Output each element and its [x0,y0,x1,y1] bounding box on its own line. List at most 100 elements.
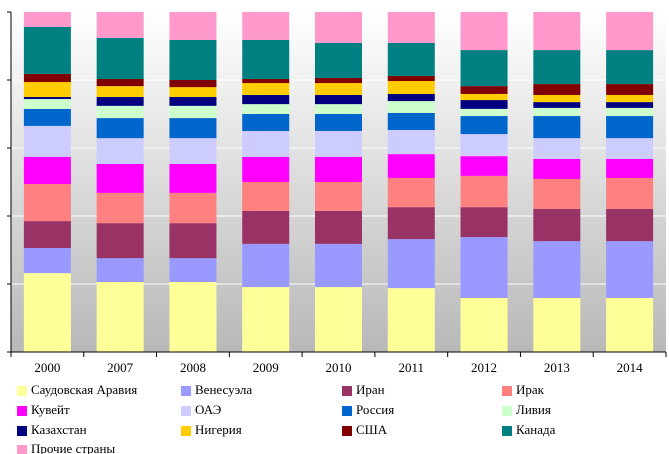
bar-segment [533,94,581,103]
bar-segment [387,177,435,208]
bar-segment [242,78,290,84]
bar-segment [315,131,362,157]
bar-segment [606,107,654,117]
bar-segment [606,102,654,108]
x-tick-label: 2009 [253,360,279,375]
bar-segment [96,192,144,224]
bar-segment [387,101,435,113]
bar-segment [23,97,71,100]
bar-segment [315,182,362,211]
bar-segment [169,39,217,80]
x-tick-label: 2010 [326,360,352,375]
bar-segment [460,297,508,352]
bar-segment [169,12,217,40]
legend-label: ОАЭ [195,402,222,417]
bar-segment [533,50,581,85]
bar-segment [96,97,144,106]
bar-segment [533,116,581,139]
bar-segment [169,80,217,88]
bar-segment [460,237,508,298]
bar-segment [533,138,581,159]
bar-segment [315,77,362,84]
bar-segment [315,210,362,244]
bar-segment [606,138,654,159]
bar-segment [387,12,435,43]
bar-segment [387,42,435,76]
bar-segment [96,37,144,79]
bar-segment [460,134,508,157]
bar-segment [533,208,581,242]
legend-label: Ирак [516,382,545,397]
bar-segment [23,273,71,352]
bar-segment [169,223,217,259]
bar-segment [315,287,362,352]
legend-swatch [17,386,27,396]
bar-segment [23,108,71,126]
legend-swatch [342,386,352,396]
bar-segment [96,12,144,38]
bar-segment [242,287,290,352]
bar-segment [23,73,71,83]
legend-label: Россия [356,402,394,417]
bar-segment [169,192,217,224]
bar-segment [96,118,144,139]
bar-segment [23,156,71,185]
legend-label: Казахстан [31,422,87,437]
bar-segment [315,104,362,114]
bar-segment [387,75,435,82]
bar-segment [315,12,362,43]
legend-label: Ливия [516,402,551,417]
legend-swatch [17,426,27,436]
bar-segment [96,86,144,97]
bar-segment [606,241,654,298]
bar-segment [23,184,71,222]
bar-segment [23,26,71,74]
bar-segment [387,154,435,178]
bar-segment [460,93,508,101]
legend-swatch [342,406,352,416]
bar-segment [606,158,654,178]
bar-segment [242,104,290,114]
bar-segment [242,243,290,288]
bar-segment [96,163,144,193]
bar-segment [315,94,362,105]
bar-segment [23,82,71,97]
bar-segment [606,297,654,352]
legend-label: Саудовская Аравия [31,382,137,397]
x-tick-label: 2013 [544,360,570,375]
legend-swatch [502,406,512,416]
legend-swatch [17,445,27,454]
bar-segment [533,107,581,117]
bar-segment [169,281,217,352]
bar-segment [606,50,654,85]
bar-segment [606,116,654,139]
bar-segment [460,207,508,238]
bar-segment [96,258,144,282]
legend-label: США [356,422,388,437]
x-tick-label: 2000 [34,360,60,375]
bar-segment [242,156,290,182]
bar-segment [460,156,508,176]
x-tick-label: 2011 [399,360,425,375]
bar-segment [242,131,290,157]
bar-segment [387,93,435,102]
bar-segment [169,97,217,106]
bar-segment [460,12,508,51]
bar-segment [606,177,654,209]
bar-segment [315,83,362,95]
bar-segment [315,156,362,182]
bar-segment [23,247,71,274]
bar-segment [460,50,508,87]
bar-segment [387,288,435,352]
bar-segment [96,105,144,119]
bar-segment [533,178,581,209]
bar-segment [315,243,362,288]
bar-segment [533,158,581,179]
legend-swatch [342,426,352,436]
x-tick-label: 2007 [107,360,134,375]
bar-segment [96,138,144,164]
legend-label: Нигерия [195,422,242,437]
bar-segment [23,125,71,157]
x-tick-label: 2012 [471,360,497,375]
bar-segment [460,86,508,94]
